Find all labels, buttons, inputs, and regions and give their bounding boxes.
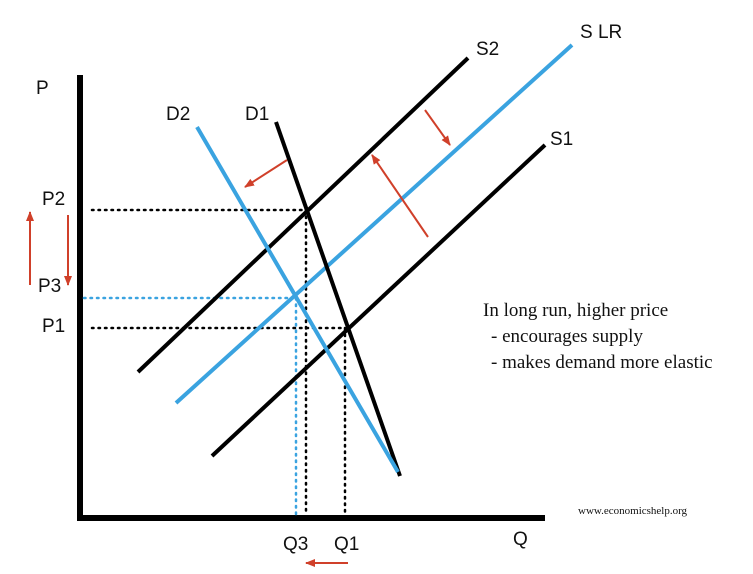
curve-label: D1 — [245, 104, 269, 125]
price-label: P1 — [42, 316, 65, 337]
axes — [77, 75, 545, 521]
arrows — [26, 109, 451, 567]
s2-line — [136, 56, 470, 374]
guides — [82, 208, 347, 517]
curve-label: S1 — [550, 129, 573, 150]
curve-label: S2 — [476, 39, 499, 60]
curve-label: S LR — [580, 22, 622, 43]
curves — [136, 43, 574, 477]
note-line: In long run, higher price — [483, 300, 668, 321]
source: www.economicshelp.org — [578, 505, 688, 517]
quantity-label: Q3 — [283, 534, 308, 555]
axis-label: Q — [513, 529, 528, 550]
note-line: - encourages supply — [491, 326, 643, 347]
slr-line — [174, 43, 574, 405]
curve-label: D2 — [166, 104, 190, 125]
price-label: P3 — [38, 276, 61, 297]
note-line: - makes demand more elastic — [491, 352, 713, 373]
quantity-label: Q1 — [334, 534, 359, 555]
axis-label: P — [36, 78, 49, 99]
d1-line — [274, 121, 402, 477]
price-label: P2 — [42, 189, 65, 210]
s1-line — [210, 143, 547, 458]
d2-line — [195, 125, 400, 474]
